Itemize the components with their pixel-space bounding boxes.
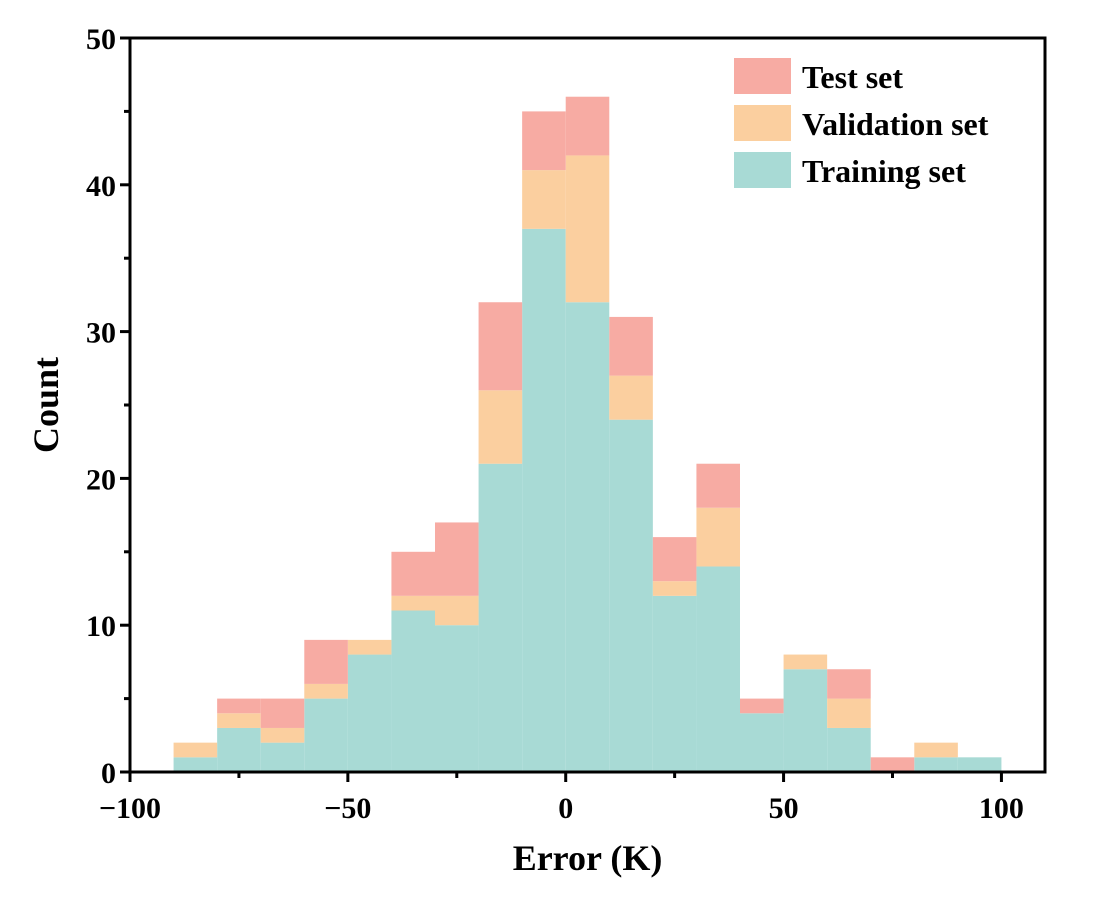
bar-validation-set-bin-12 <box>696 507 740 567</box>
bar-training-set-bin-7 <box>478 463 523 772</box>
bar-test-set-bin-5 <box>391 551 435 596</box>
x-tick-label: −100 <box>99 792 161 825</box>
bar-validation-set-bin-8 <box>522 170 566 229</box>
y-tick-label: 20 <box>86 463 116 496</box>
legend-swatch-training-set <box>734 152 791 188</box>
legend-label-test-set: Test set <box>802 59 903 95</box>
bar-test-set-bin-9 <box>565 96 610 156</box>
legend-label-validation-set: Validation set <box>802 106 989 142</box>
bar-validation-set-bin-7 <box>478 390 523 464</box>
bar-test-set-bin-13 <box>740 698 784 714</box>
bar-validation-set-bin-6 <box>435 595 479 626</box>
bar-test-set-bin-10 <box>609 316 653 376</box>
bar-validation-set-bin-3 <box>304 683 348 699</box>
bar-training-set-bin-4 <box>347 654 392 772</box>
bar-validation-set-bin-0 <box>173 742 218 758</box>
bar-training-set-bin-2 <box>260 742 305 772</box>
bar-training-set-bin-10 <box>609 419 653 772</box>
legend-label-training-set: Training set <box>802 153 966 189</box>
bar-test-set-bin-2 <box>260 698 305 728</box>
bar-test-set-bin-16 <box>870 757 915 772</box>
bar-training-set-bin-15 <box>827 727 871 772</box>
bar-validation-set-bin-9 <box>565 155 610 303</box>
bar-validation-set-bin-10 <box>609 375 653 420</box>
ticks-layer: −100 −50 0 50 100 0 10 20 30 40 50 <box>86 23 1024 825</box>
bar-test-set-bin-8 <box>522 111 566 171</box>
bar-validation-set-bin-15 <box>827 698 871 728</box>
bar-training-set-bin-1 <box>217 727 261 772</box>
y-tick-label: 30 <box>86 317 116 350</box>
bar-test-set-bin-3 <box>304 639 348 684</box>
x-axis-title: Error (K) <box>513 838 663 878</box>
y-axis-title: Count <box>26 357 66 453</box>
x-tick-label: 50 <box>769 792 799 825</box>
bar-training-set-bin-13 <box>740 713 784 772</box>
x-tick-label: 0 <box>558 792 573 825</box>
y-tick-label: 10 <box>86 610 116 643</box>
bar-test-set-bin-15 <box>827 669 871 699</box>
bar-test-set-bin-7 <box>478 302 523 391</box>
bar-validation-set-bin-11 <box>652 581 697 596</box>
bar-test-set-bin-6 <box>435 522 479 596</box>
bar-validation-set-bin-17 <box>914 742 958 758</box>
y-tick-label: 50 <box>86 23 116 56</box>
bar-validation-set-bin-2 <box>260 727 305 743</box>
bar-validation-set-bin-4 <box>347 639 392 655</box>
bar-test-set-bin-11 <box>652 537 697 582</box>
bar-training-set-bin-12 <box>696 566 740 772</box>
bar-validation-set-bin-14 <box>783 654 828 670</box>
bar-test-set-bin-12 <box>696 463 740 508</box>
y-tick-label: 0 <box>101 757 116 790</box>
bar-training-set-bin-14 <box>783 669 828 772</box>
x-tick-label: 100 <box>979 792 1024 825</box>
x-tick-label: −50 <box>324 792 371 825</box>
legend-swatch-test-set <box>734 58 791 94</box>
bar-training-set-bin-17 <box>914 757 958 772</box>
bar-training-set-bin-11 <box>652 595 697 772</box>
y-tick-label: 40 <box>86 170 116 203</box>
bar-training-set-bin-5 <box>391 610 435 772</box>
bars-layer <box>173 96 1002 773</box>
bar-test-set-bin-1 <box>217 698 261 714</box>
bar-training-set-bin-0 <box>173 757 218 772</box>
legend-swatch-validation-set <box>734 105 791 141</box>
bar-training-set-bin-18 <box>957 757 1002 772</box>
bar-training-set-bin-3 <box>304 698 348 772</box>
bar-training-set-bin-8 <box>522 228 566 773</box>
legend: Test set Validation set Training set <box>734 58 989 189</box>
bar-training-set-bin-9 <box>565 302 610 772</box>
bar-validation-set-bin-1 <box>217 713 261 728</box>
bar-validation-set-bin-5 <box>391 595 435 611</box>
bar-training-set-bin-6 <box>435 625 479 772</box>
